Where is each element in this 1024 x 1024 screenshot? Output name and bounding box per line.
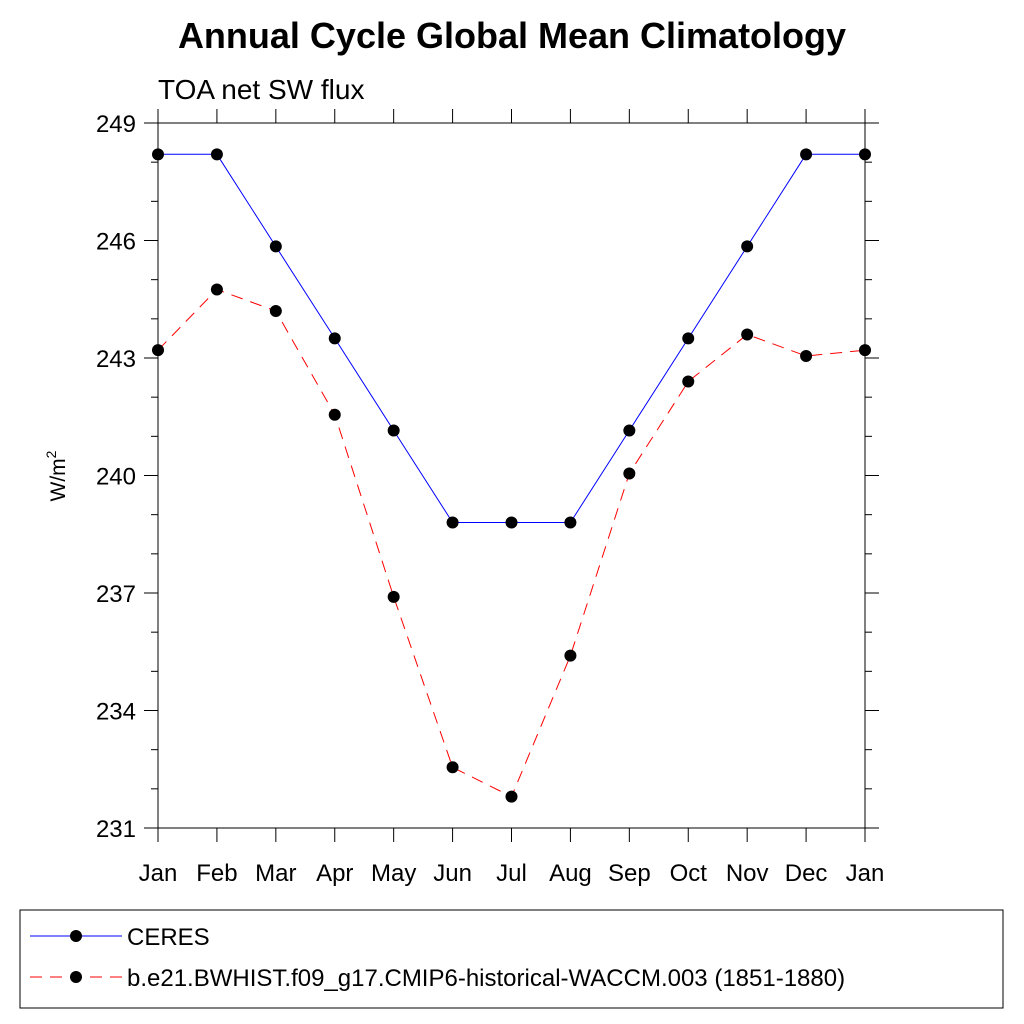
x-tick-label: Jan — [846, 860, 885, 887]
series-2-point — [328, 408, 341, 421]
legend-box — [19, 909, 1004, 1009]
series-1-point — [328, 332, 341, 345]
series-2-point — [505, 790, 518, 803]
series-1-point — [446, 516, 459, 529]
legend-label-2: b.e21.BWHIST.f09_g17.CMIP6-historical-WA… — [127, 965, 845, 992]
y-tick-label: 237 — [96, 581, 136, 608]
y-tick-label: 234 — [96, 699, 136, 726]
series-1-point — [741, 240, 754, 253]
series-line-2 — [157, 288, 866, 798]
x-tick-label: Dec — [785, 860, 828, 887]
series-1-point — [682, 332, 695, 345]
y-tick-label: 240 — [96, 464, 136, 491]
legend-marker-2 — [70, 971, 82, 983]
x-tick-label: Jul — [496, 860, 527, 887]
series-2-point — [210, 283, 223, 296]
y-tick-label: 246 — [96, 229, 136, 256]
x-tick-label: May — [371, 860, 416, 887]
y-tick-label: 243 — [96, 346, 136, 373]
series-2-point — [859, 344, 871, 357]
series-1-point — [210, 148, 223, 161]
x-tick-label: Aug — [549, 860, 592, 887]
x-tick-label: Sep — [608, 860, 651, 887]
y-axis-label-base: W/m — [47, 458, 70, 501]
series-1-point — [152, 148, 164, 161]
series-2-point — [623, 467, 636, 480]
y-tick-label: 231 — [96, 816, 136, 843]
series-2-point — [800, 350, 813, 363]
series-2-point — [269, 305, 282, 317]
x-tick-label: Nov — [726, 860, 769, 887]
series-2-point — [741, 328, 754, 341]
legend-label-1: CERES — [127, 924, 210, 951]
x-tick-label: Oct — [670, 860, 708, 887]
series-2-point — [446, 761, 459, 774]
chart-subtitle: TOA net SW flux — [158, 74, 364, 105]
x-tick-label: Mar — [255, 860, 296, 887]
series-1-point — [387, 424, 400, 437]
legend-marker-1 — [70, 930, 82, 942]
series-1-point — [505, 516, 518, 529]
x-tick-label: Feb — [196, 860, 237, 887]
series-2-point — [387, 590, 400, 603]
series-1-point — [800, 148, 813, 161]
series-1-point — [623, 424, 636, 437]
series-1-point — [859, 148, 871, 161]
chart-title: Annual Cycle Global Mean Climatology — [178, 15, 846, 56]
x-tick-label: Jun — [433, 860, 472, 887]
series-1-point — [269, 240, 282, 253]
series-2-point — [152, 344, 164, 357]
series-2-point — [682, 375, 695, 388]
y-axis-label-sup: 2 — [43, 450, 59, 458]
legend: CERES b.e21.BWHIST.f09_g17.CMIP6-historic… — [30, 924, 845, 992]
x-tick-label: Jan — [139, 860, 178, 887]
series-1-point — [564, 516, 577, 529]
y-tick-label: 249 — [96, 111, 136, 138]
plot-area: 231 234 237 240 243 246 249 Jan Feb Mar Apr May Jun J… — [96, 109, 884, 887]
x-tick-label: Apr — [316, 860, 353, 887]
y-axis-label: W/m2 — [43, 450, 70, 501]
series-2-point — [564, 649, 577, 662]
